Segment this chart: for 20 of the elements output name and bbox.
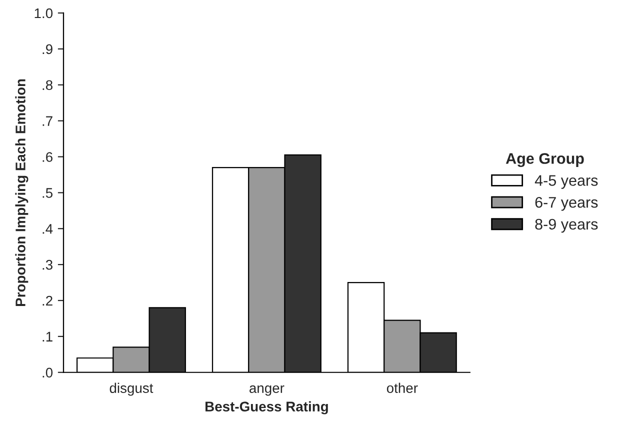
y-tick-label: .9: [42, 44, 52, 54]
y-tick-label: .5: [42, 188, 52, 198]
x-tick-label: anger: [250, 385, 284, 396]
y-tick-label: .7: [42, 116, 52, 126]
legend-label: 4-5 years: [534, 175, 598, 189]
legend-label: 8-9 years: [535, 218, 598, 233]
y-tick-label: .6: [42, 152, 52, 162]
x-tick-label: other: [386, 382, 418, 393]
x-tick-label: disgust: [110, 382, 154, 396]
y-axis-title: Proportion Implying Each Emotion: [15, 79, 28, 306]
y-tick-label: .1: [42, 332, 52, 342]
legend-label: 6-7 years: [535, 196, 598, 211]
x-axis-title: Best-Guess Rating: [206, 401, 328, 414]
y-tick-label: 1.0: [34, 8, 53, 18]
y-tick-label: .4: [42, 224, 53, 234]
y-tick-label: .8: [42, 80, 52, 90]
y-tick-label: .2: [42, 296, 52, 306]
y-tick-label: .3: [42, 260, 52, 270]
y-tick-label: .0: [42, 368, 53, 378]
legend-title: Age Group: [506, 153, 584, 168]
